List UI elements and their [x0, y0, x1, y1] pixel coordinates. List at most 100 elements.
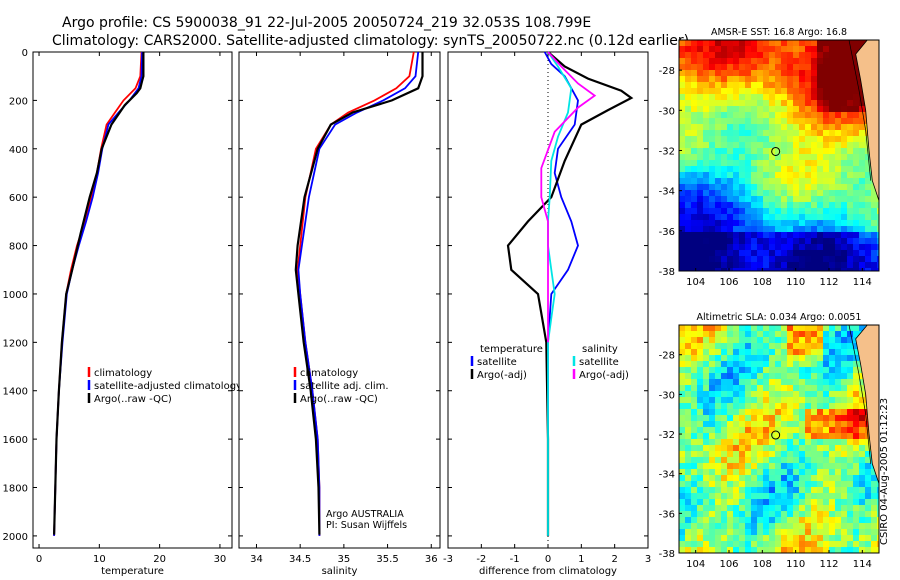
sla-map-cell [787, 403, 793, 409]
sla-map-cell [769, 505, 775, 511]
sst-map-cell [679, 232, 685, 238]
sst-map-cell [841, 154, 847, 160]
sla-map-cell [859, 403, 865, 409]
sla-map-cell [715, 475, 721, 481]
sst-map-cell [709, 40, 715, 46]
sla-map-cell [709, 409, 715, 415]
sst-map-cell [829, 178, 835, 184]
sla-map-cell [727, 445, 733, 451]
sla-map-cell [841, 529, 847, 535]
sst-map-cell [841, 136, 847, 142]
sst-map-cell [715, 262, 721, 268]
sst-map-cell [685, 124, 691, 130]
sst-map-cell [715, 40, 721, 46]
sst-map-cell [733, 172, 739, 178]
sst-map-cell [823, 100, 829, 106]
sst-map-cell [721, 172, 727, 178]
sla-map-cell [799, 481, 805, 487]
sla-map-cell [697, 343, 703, 349]
sst-map-cell [679, 262, 685, 268]
sst-map-cell [811, 178, 817, 184]
sst-map-cell [739, 160, 745, 166]
sst-map-cell [679, 154, 685, 160]
sla-map-cell [775, 433, 781, 439]
sst-map-cell [835, 226, 841, 232]
sst-map-cell [691, 106, 697, 112]
sst-map-cell [775, 88, 781, 94]
temperature-ytick-label: 1200 [3, 338, 28, 349]
difference-xlabel: difference from climatology [479, 566, 617, 577]
sla-map-cell [709, 541, 715, 547]
sla-map-cell [721, 451, 727, 457]
sst-map-cell [679, 160, 685, 166]
sst-map-cell [871, 238, 877, 244]
sst-map-cell [787, 94, 793, 100]
sst-map-cell [805, 244, 811, 250]
sla-map-cell [727, 379, 733, 385]
sst-map-cell [709, 184, 715, 190]
sla-map-cell [727, 529, 733, 535]
sla-map-cell [805, 487, 811, 493]
sst-map-cell [835, 46, 841, 52]
sst-map-cell [721, 148, 727, 154]
sst-map-cell [835, 196, 841, 202]
sst-map-cell [841, 196, 847, 202]
sst-map-cell [853, 196, 859, 202]
sst-map-cell [757, 70, 763, 76]
sst-map-cell [781, 220, 787, 226]
sla-map-cell [751, 373, 757, 379]
sst-map-cell [703, 244, 709, 250]
sst-map-cell [679, 244, 685, 250]
sst-map-cell [745, 172, 751, 178]
temperature-ytick-label: 800 [9, 242, 28, 253]
sst-map-cell [745, 160, 751, 166]
sst-map-cell [721, 112, 727, 118]
sla-map-cell [859, 445, 865, 451]
sst-map-cell [739, 64, 745, 70]
sst-map-cell [823, 130, 829, 136]
sla-map-cell [877, 493, 879, 499]
sst-map-cell [793, 220, 799, 226]
sla-map-cell [829, 433, 835, 439]
sla-map-cell [865, 427, 871, 433]
sla-map-cell [745, 535, 751, 541]
sst-map-cell [763, 208, 769, 214]
sla-map-cell [757, 511, 763, 517]
sla-map-cell [685, 487, 691, 493]
sla-map-cell [733, 505, 739, 511]
sla-map-cell [847, 547, 853, 553]
sst-map-cell [697, 100, 703, 106]
sla-map-cell [757, 409, 763, 415]
sla-map-cell [817, 427, 823, 433]
sst-map-cell [739, 196, 745, 202]
sst-map-cell [853, 160, 859, 166]
sst-map-cell [823, 148, 829, 154]
sst-map-cell [793, 148, 799, 154]
sla-map-cell [811, 499, 817, 505]
sst-map-cell [691, 202, 697, 208]
sla-map-cell [697, 349, 703, 355]
sla-map-cell [733, 523, 739, 529]
sla-map-cell [679, 403, 685, 409]
sla-map-cell [739, 373, 745, 379]
sst-map-cell [775, 190, 781, 196]
sla-map-cell [691, 391, 697, 397]
sst-map-cell [859, 100, 865, 106]
sst-map-cell [721, 232, 727, 238]
sla-map-cell [805, 343, 811, 349]
sla-map-cell [841, 481, 847, 487]
sst-map-cell [745, 70, 751, 76]
sst-map-cell [841, 244, 847, 250]
sst-map-cell [709, 244, 715, 250]
sla-map-cell [859, 451, 865, 457]
sst-map-cell [781, 232, 787, 238]
sst-map-cell [691, 262, 697, 268]
sst-map-cell [781, 208, 787, 214]
sla-map-cell [781, 325, 787, 331]
sst-map-cell [739, 76, 745, 82]
sla-map-cell [685, 385, 691, 391]
sst-map-cell [871, 214, 877, 220]
sst-map-cell [799, 238, 805, 244]
sst-map-cell [727, 46, 733, 52]
sla-map-cell [799, 499, 805, 505]
